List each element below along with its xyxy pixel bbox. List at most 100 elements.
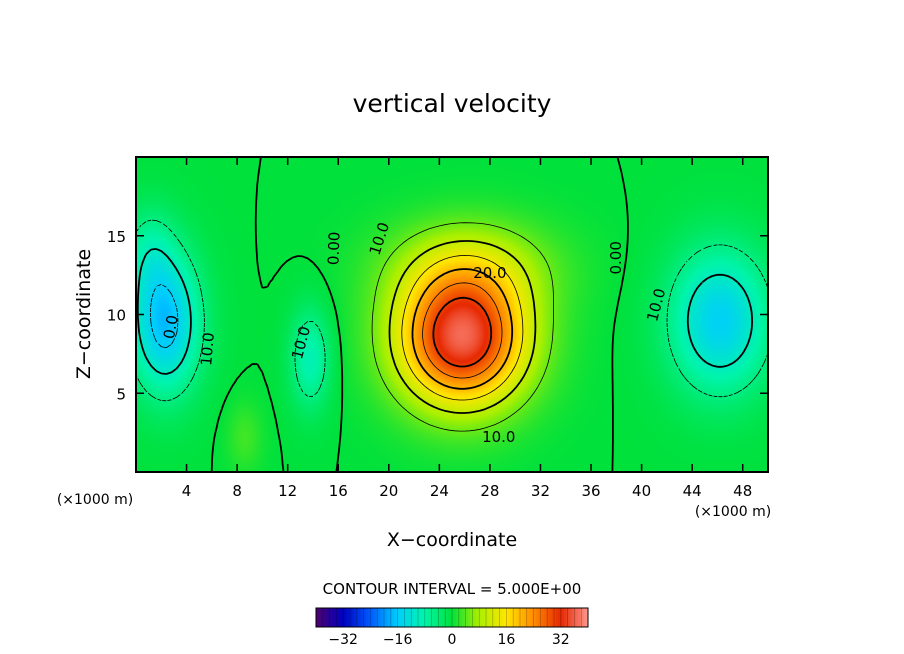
colorbar-swatch xyxy=(462,608,465,627)
colorbar-swatch xyxy=(580,608,583,627)
colorbar-swatch xyxy=(442,608,445,627)
colorbar-swatch xyxy=(522,608,525,627)
colorbar-swatch xyxy=(322,608,325,627)
colorbar-swatch xyxy=(388,608,391,627)
colorbar-swatch xyxy=(366,608,369,627)
velocity-field-image xyxy=(136,157,768,472)
colorbar-swatch xyxy=(440,608,443,627)
colorbar-swatch xyxy=(434,608,437,627)
colorbar-swatch xyxy=(540,608,543,627)
colorbar-ticks: −32 −16 0 16 32 xyxy=(328,632,569,648)
colorbar-swatch xyxy=(476,608,479,627)
colorbar-swatch xyxy=(398,608,401,627)
colorbar-swatch xyxy=(496,608,499,627)
colorbar-swatch xyxy=(546,608,549,627)
colorbar-swatch xyxy=(542,608,545,627)
contour-level-25 xyxy=(422,282,503,379)
y-tick-label: 10 xyxy=(107,307,126,325)
colorbar-swatch xyxy=(572,608,575,627)
colorbar-swatch xyxy=(568,608,571,627)
colorbar-swatch xyxy=(380,608,383,627)
contour-label: 10.0 xyxy=(482,428,515,446)
colorbar-swatch xyxy=(492,608,495,627)
y-axis-ticks: 5 10 15 xyxy=(107,228,768,403)
colorbar-swatch xyxy=(552,608,555,627)
colorbar-swatch xyxy=(460,608,463,627)
colorbar-swatch xyxy=(544,608,547,627)
colorbar-swatch xyxy=(520,608,523,627)
colorbar-swatch xyxy=(358,608,361,627)
colorbar-swatch xyxy=(390,608,393,627)
colorbar-swatch xyxy=(468,608,471,627)
colorbar-swatch xyxy=(392,608,395,627)
colorbar-swatch xyxy=(368,608,371,627)
colorbar-frame xyxy=(315,607,589,628)
colorbar-swatch xyxy=(432,608,435,627)
colorbar-swatch xyxy=(408,608,411,627)
colorbar-swatch xyxy=(488,608,491,627)
contour-level-30 xyxy=(432,296,493,368)
colorbar-swatch xyxy=(320,608,323,627)
colorbar-swatch xyxy=(516,608,519,627)
colorbar-swatch xyxy=(348,608,351,627)
colorbar-swatch xyxy=(528,608,531,627)
x-tick-label: 36 xyxy=(581,482,600,500)
colorbar-swatch xyxy=(330,608,333,627)
y-tick-label: 15 xyxy=(107,228,126,246)
contour-level-10 xyxy=(388,240,537,414)
colorbar-swatch xyxy=(428,608,431,627)
colorbar-swatch xyxy=(478,608,481,627)
colorbar-swatch xyxy=(402,608,405,627)
colorbar-swatch xyxy=(576,608,579,627)
colorbar-swatch xyxy=(556,608,559,627)
colorbar-swatch xyxy=(420,608,423,627)
colorbar-tick-label: 0 xyxy=(448,632,457,648)
colorbar-swatch xyxy=(564,608,567,627)
x-tick-label: 16 xyxy=(329,482,348,500)
colorbar-swatch xyxy=(438,608,441,627)
colorbar-swatch xyxy=(340,608,343,627)
colorbar-swatch xyxy=(338,608,341,627)
colorbar-swatch xyxy=(360,608,363,627)
colorbar xyxy=(316,608,589,627)
colorbar-swatch xyxy=(500,608,503,627)
colorbar-swatch xyxy=(452,608,455,627)
colorbar-swatch xyxy=(550,608,553,627)
colorbar-swatch xyxy=(484,608,487,627)
colorbar-swatch xyxy=(376,608,379,627)
colorbar-swatch xyxy=(562,608,565,627)
colorbar-swatch xyxy=(524,608,527,627)
contour-level-5 xyxy=(371,222,554,432)
colorbar-swatch xyxy=(328,608,331,627)
colorbar-swatch xyxy=(364,608,367,627)
colorbar-swatch xyxy=(372,608,375,627)
colorbar-swatch xyxy=(352,608,355,627)
colorbar-swatch xyxy=(498,608,501,627)
colorbar-swatch xyxy=(324,608,327,627)
colorbar-swatch xyxy=(448,608,451,627)
colorbar-swatch xyxy=(466,608,469,627)
x-unit-left: (×1000 m) xyxy=(57,492,133,508)
colorbar-swatch xyxy=(560,608,563,627)
colorbar-swatch xyxy=(514,608,517,627)
colorbar-swatch xyxy=(470,608,473,627)
x-tick-label: 44 xyxy=(683,482,702,500)
contour-label: 0.00 xyxy=(607,241,625,274)
x-tick-label: 8 xyxy=(232,482,242,500)
colorbar-swatch xyxy=(336,608,339,627)
colorbar-swatch xyxy=(346,608,349,627)
colorbar-swatch xyxy=(444,608,447,627)
colorbar-swatch xyxy=(356,608,359,627)
colorbar-swatch xyxy=(416,608,419,627)
x-tick-label: 28 xyxy=(480,482,499,500)
colorbar-swatch xyxy=(450,608,453,627)
colorbar-swatch xyxy=(456,608,459,627)
colorbar-tick-label: −16 xyxy=(383,632,413,648)
x-tick-label: 12 xyxy=(278,482,297,500)
colorbar-swatch xyxy=(502,608,505,627)
colorbar-swatch xyxy=(424,608,427,627)
colorbar-swatch xyxy=(394,608,397,627)
contour-label: 10.0 xyxy=(197,332,218,367)
colorbar-swatch xyxy=(532,608,535,627)
colorbar-swatch xyxy=(458,608,461,627)
